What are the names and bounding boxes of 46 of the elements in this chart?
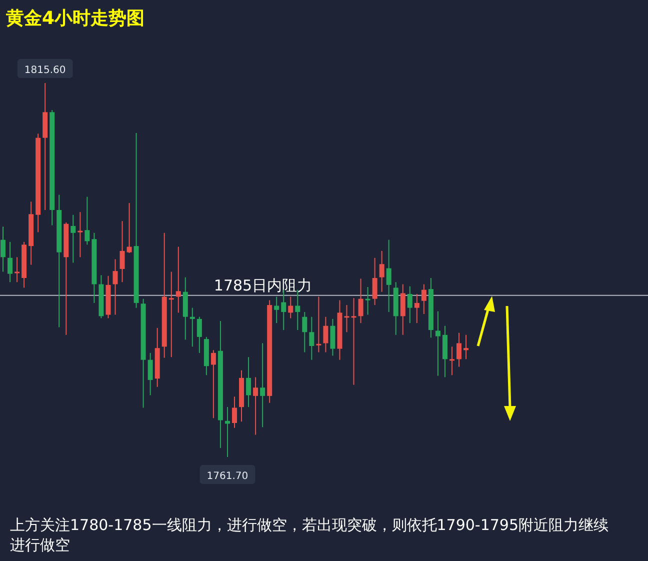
- candlestick: [414, 293, 420, 324]
- candlestick: [126, 202, 132, 254]
- candlestick: [196, 316, 202, 354]
- candlestick: [407, 286, 412, 324]
- candlestick: [274, 296, 280, 324]
- candlestick: [302, 311, 308, 353]
- candlestick: [260, 342, 266, 428]
- chart-title: 黄金4小时走势图: [5, 8, 145, 29]
- candlestick: [246, 356, 252, 408]
- candlestick: [232, 396, 237, 428]
- candlestick: [112, 258, 118, 316]
- candlestick: [358, 278, 364, 324]
- annotation: 1815.60: [24, 65, 66, 76]
- candlestick: [435, 310, 440, 376]
- candlestick: [323, 316, 328, 353]
- candlestick: [70, 214, 76, 264]
- candlestick: [344, 304, 350, 333]
- candlestick: [120, 220, 125, 283]
- ref-line-label: 1785日内阻力: [214, 276, 312, 294]
- annotation: 1761.70: [206, 471, 248, 482]
- candlestick: [148, 352, 153, 396]
- candlestick: [14, 256, 20, 283]
- candlestick: [288, 296, 294, 319]
- candlestick: [351, 298, 356, 386]
- candlestick: [190, 307, 195, 348]
- candlestick: [386, 239, 392, 312]
- candlestick: [168, 271, 174, 358]
- candlestick: [84, 196, 90, 246]
- candlestick: [309, 316, 314, 360]
- candlestick: [400, 284, 406, 336]
- candlestick: [421, 284, 426, 315]
- candlestick: [372, 257, 378, 306]
- candlestick: [210, 350, 216, 419]
- candlestick: [253, 376, 258, 436]
- candlestick: [330, 318, 336, 356]
- candlestick: [365, 286, 370, 316]
- candlestick: [0, 226, 6, 272]
- candlestick: [449, 346, 454, 376]
- candlestick: [8, 241, 13, 283]
- text: 上方关注1780-1785一线阻力，进行做空，若出现突破，则依托1790-1795附近阻力继续进行做空: [10, 516, 609, 554]
- candlestick: [176, 246, 181, 314]
- candlestick: [456, 332, 462, 368]
- candlestick: [316, 296, 322, 353]
- candlestick: [464, 334, 468, 360]
- candlestick: [379, 250, 384, 292]
- candlestick: [78, 212, 83, 258]
